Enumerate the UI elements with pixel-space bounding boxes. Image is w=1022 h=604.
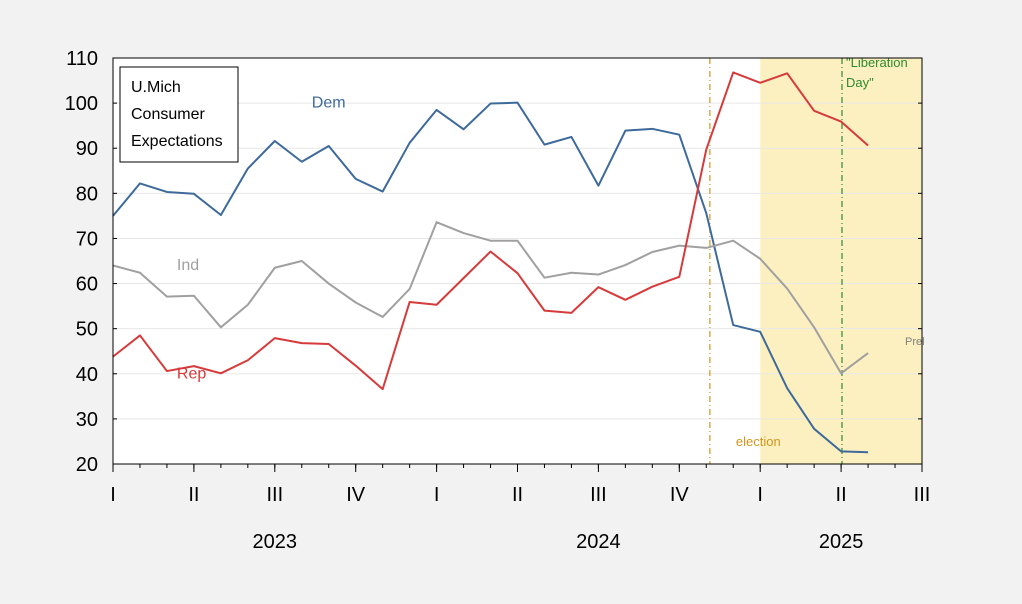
- title-line-1: U.Mich: [131, 79, 181, 96]
- year-label: 2024: [576, 531, 621, 553]
- y-tick-label: 60: [76, 274, 98, 296]
- x-tick-label: I: [757, 484, 763, 506]
- x-tick-label: II: [188, 484, 199, 506]
- y-tick-label: 110: [66, 48, 98, 70]
- x-tick-label: IV: [670, 484, 690, 506]
- y-tick-label: 50: [76, 319, 98, 341]
- series-label-dem: Dem: [312, 95, 346, 112]
- series-label-ind: Ind: [177, 257, 199, 274]
- shaded-region: [760, 58, 922, 464]
- series-line-dem: [112, 101, 869, 454]
- liberation-day-label: Day": [846, 75, 874, 90]
- x-tick-label: I: [110, 484, 116, 506]
- event-lines: election "Liberation Day": [709, 55, 908, 464]
- year-label: 2023: [253, 531, 298, 553]
- y-tick-label: 40: [76, 364, 98, 386]
- year-label: 2025: [819, 531, 864, 553]
- x-tick-label: IV: [346, 484, 366, 506]
- y-tick-label: 100: [65, 93, 98, 115]
- y-tick-label: 90: [76, 138, 98, 160]
- y-tick-label: 30: [76, 409, 98, 431]
- y-tick-label: 20: [76, 454, 98, 476]
- x-tick-label: III: [590, 484, 607, 506]
- title-box: U.Mich Consumer Expectations: [119, 66, 239, 163]
- title-line-2: Consumer: [131, 106, 205, 123]
- x-tick-label: I: [434, 484, 440, 506]
- series-line-rep: [112, 71, 869, 391]
- y-tick-label: 80: [76, 183, 98, 205]
- title-box-frame: [119, 66, 239, 163]
- liberation-day-label: "Liberation: [846, 55, 908, 70]
- title-line-3: Expectations: [131, 133, 223, 150]
- series-line-ind: [112, 221, 869, 375]
- gridlines: [113, 102, 922, 420]
- x-tick-label: III: [266, 484, 283, 506]
- prel-label: Prel: [905, 336, 925, 348]
- series-label-rep: Rep: [177, 365, 206, 382]
- series-lines: [112, 71, 869, 454]
- y-axis: 20 30 40 50 60 70 80 90 100 110: [65, 48, 922, 476]
- election-label: election: [736, 434, 781, 449]
- x-tick-label: III: [914, 484, 931, 506]
- y-tick-label: 70: [76, 228, 98, 250]
- series-labels: Dem Ind Rep Prel: [177, 95, 925, 383]
- x-tick-label: II: [512, 484, 523, 506]
- x-tick-label: II: [836, 484, 847, 506]
